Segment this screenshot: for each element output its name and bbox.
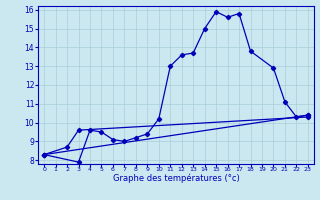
X-axis label: Graphe des températures (°c): Graphe des températures (°c): [113, 174, 239, 183]
